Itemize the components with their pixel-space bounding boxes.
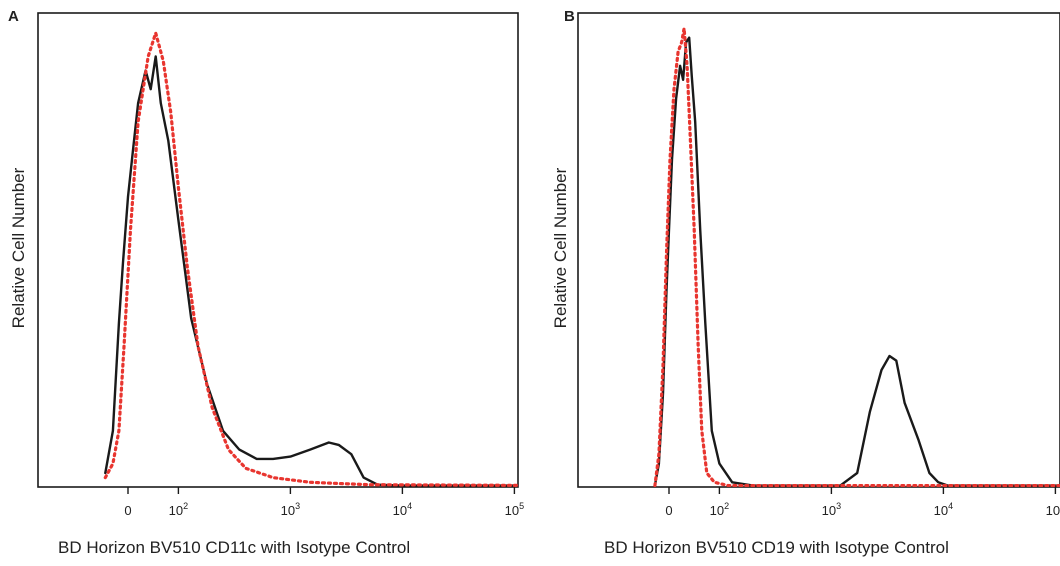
x-tick-label: 105 bbox=[1046, 501, 1060, 518]
x-axis-label: BD Horizon BV510 CD19 with Isotype Contr… bbox=[604, 538, 949, 557]
x-tick-label: 104 bbox=[934, 501, 953, 518]
panel-letter: A bbox=[8, 8, 19, 25]
x-tick-label: 102 bbox=[710, 501, 729, 518]
plot-frame bbox=[37, 12, 519, 488]
x-tick-label: 0 bbox=[124, 503, 131, 518]
x-tick-label: 105 bbox=[505, 501, 524, 518]
stained-histogram bbox=[104, 55, 518, 487]
isotype-control-histogram bbox=[103, 31, 518, 487]
x-tick-label: 103 bbox=[281, 501, 300, 518]
isotype-control-histogram bbox=[653, 26, 1060, 487]
x-tick-label: 103 bbox=[822, 501, 841, 518]
histogram-plot: 0 102 103 104 105 bbox=[577, 12, 1060, 518]
histogram-panel-a: A Relative Cell Number 0 102 103 104 105 BD … bbox=[8, 8, 524, 557]
x-tick-label: 102 bbox=[169, 501, 188, 518]
x-axis-label: BD Horizon BV510 CD11c with Isotype Cont… bbox=[58, 538, 411, 557]
histogram-plot: 0 102 103 104 105 bbox=[37, 12, 524, 518]
panel-letter: B bbox=[564, 8, 575, 25]
stained-histogram bbox=[653, 36, 1060, 487]
x-tick-label: 104 bbox=[393, 501, 412, 518]
x-tick-label: 0 bbox=[665, 503, 672, 518]
plot-frame bbox=[577, 12, 1060, 488]
